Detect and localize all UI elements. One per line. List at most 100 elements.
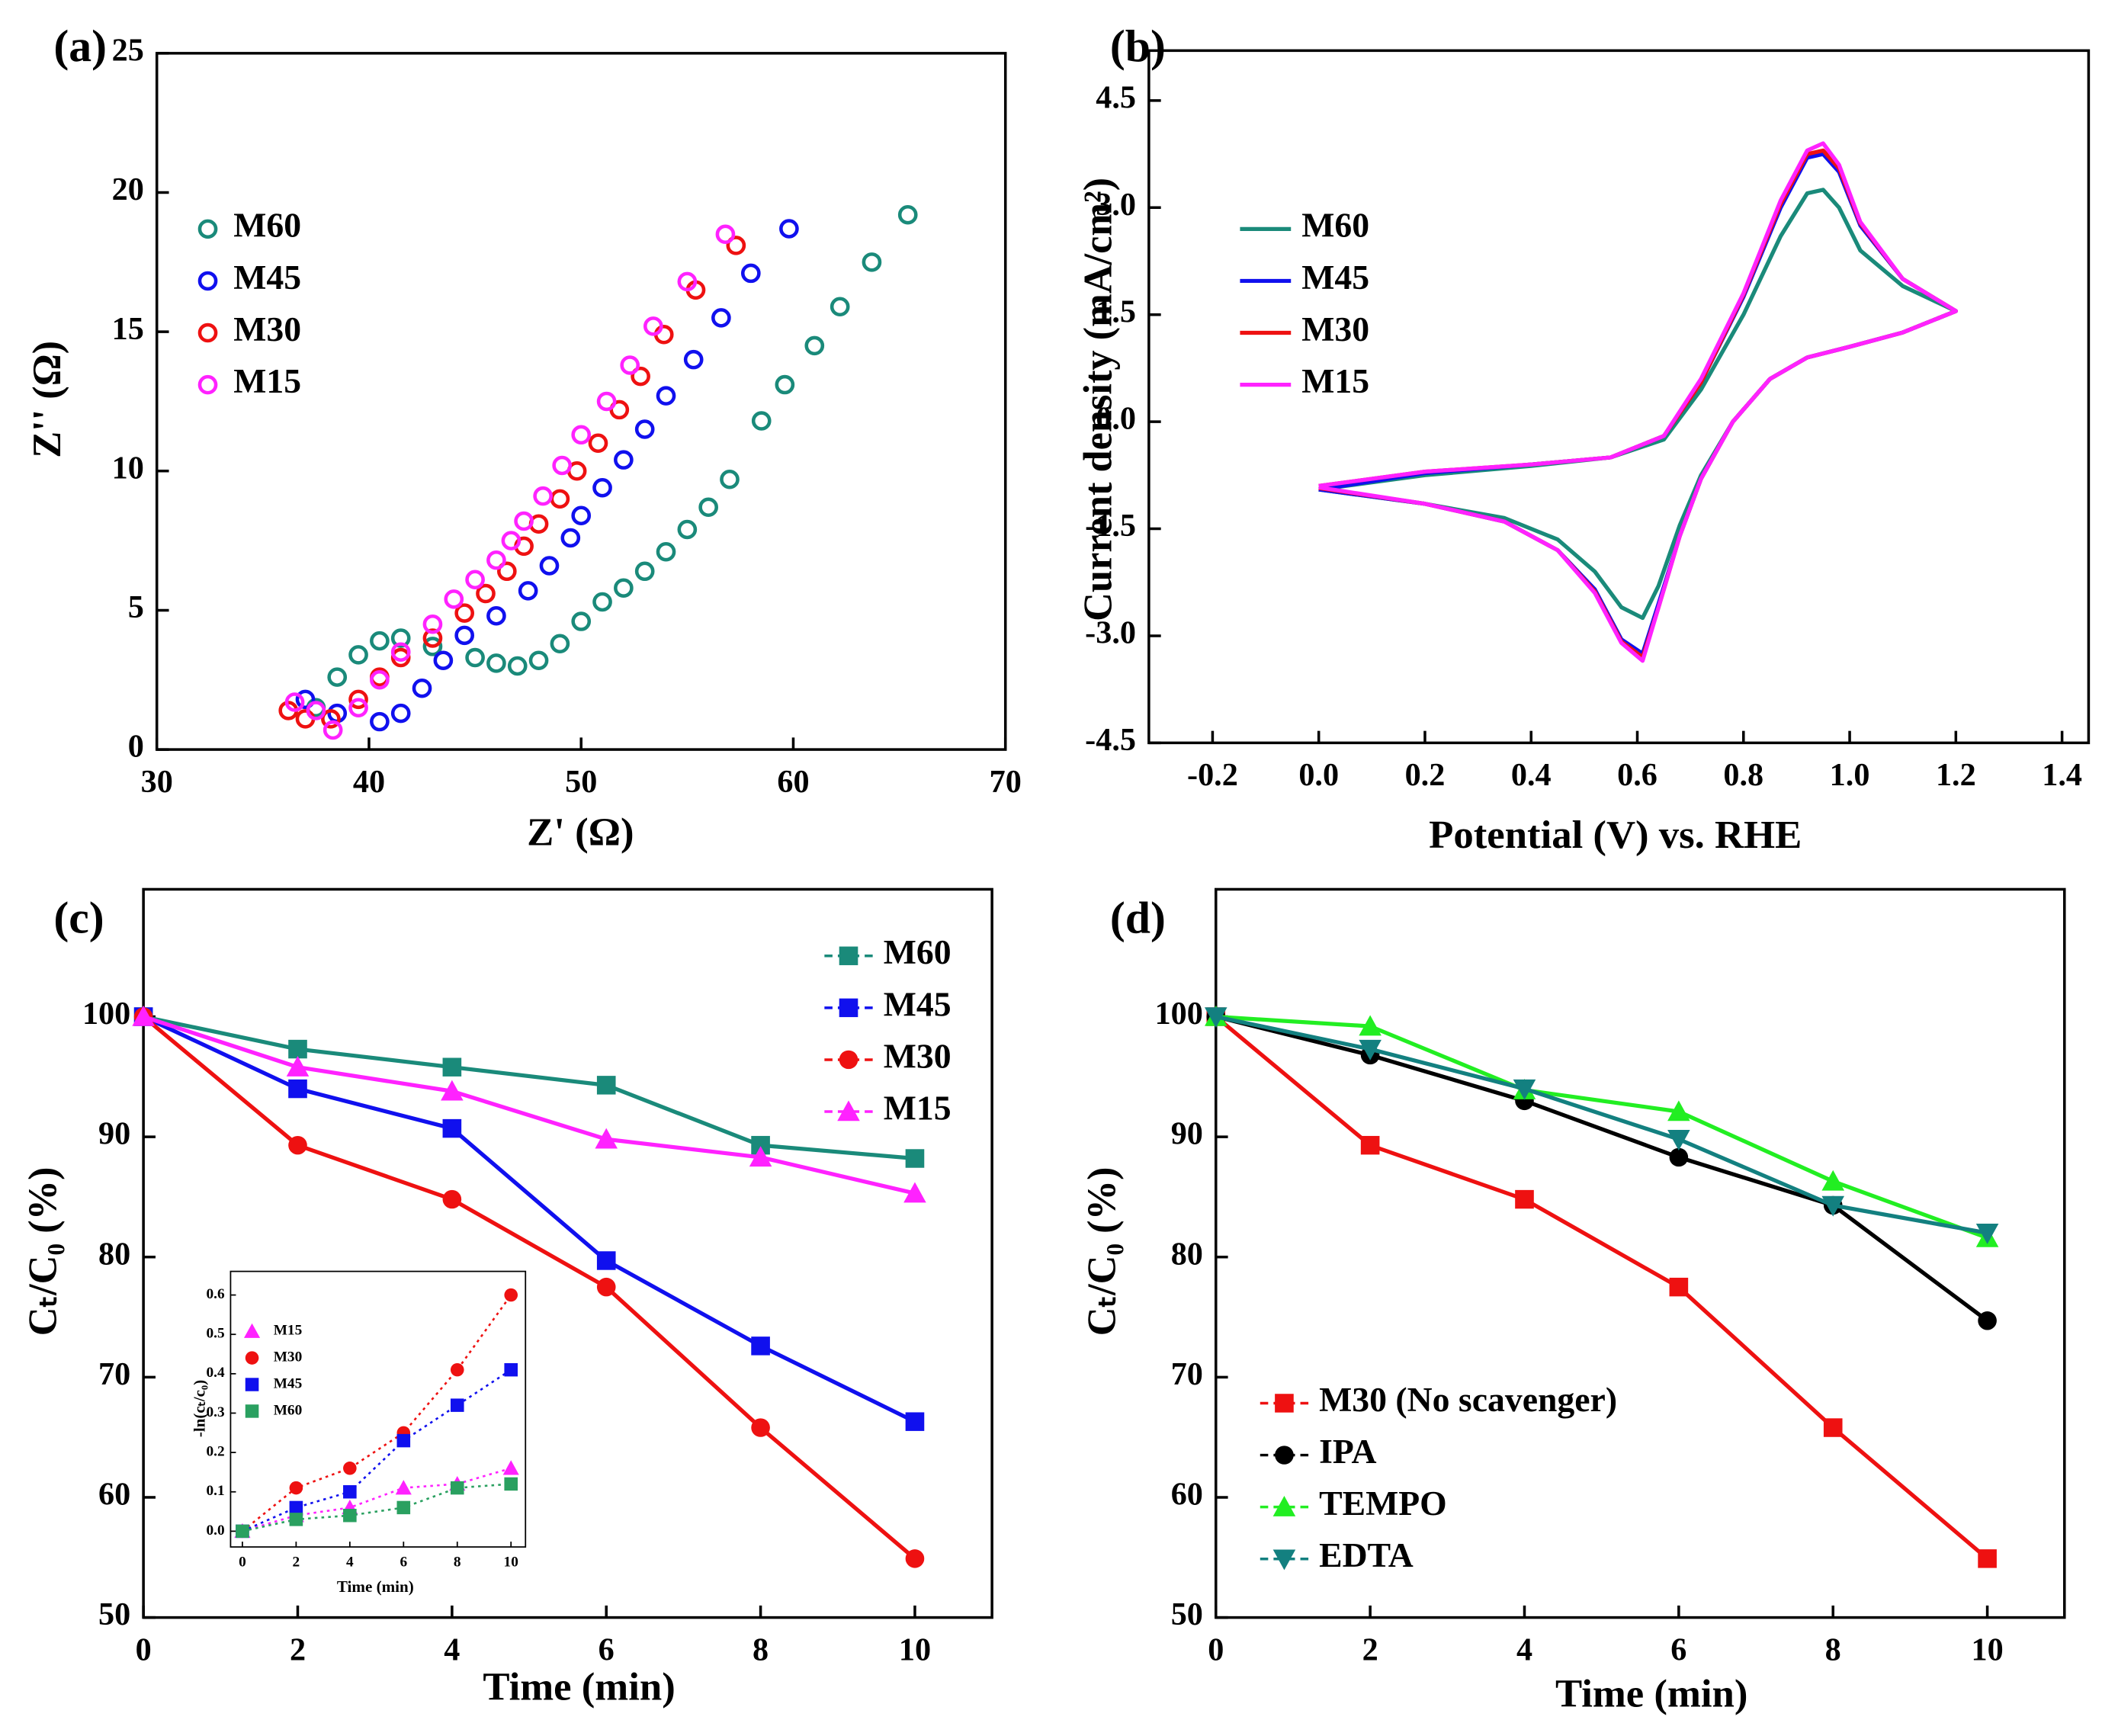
y-tick-label: 80 xyxy=(98,1237,130,1272)
marker xyxy=(370,670,390,690)
legend-marker xyxy=(245,1404,259,1418)
x-axis-label: Z' (Ω) xyxy=(527,810,634,855)
series-line xyxy=(1215,1014,1988,1240)
x-tick-label: 10 xyxy=(504,1555,518,1571)
x-tick-label: 4 xyxy=(444,1632,460,1667)
marker xyxy=(1823,1418,1843,1437)
y-axis-label: Cₜ/C₀ (%) xyxy=(21,1167,65,1336)
marker xyxy=(905,1412,925,1431)
marker xyxy=(614,450,634,470)
marker xyxy=(1275,1446,1294,1465)
legend-label: M15 xyxy=(884,1089,952,1128)
marker xyxy=(1978,1549,1997,1568)
y-tick-label: 10 xyxy=(112,451,144,486)
x-tick-label: 1.2 xyxy=(1936,758,1976,793)
marker xyxy=(288,1135,307,1155)
y-tick-label: 80 xyxy=(1171,1237,1203,1272)
marker xyxy=(751,1336,770,1356)
marker xyxy=(422,628,443,648)
panel-label: (d) xyxy=(1110,893,1166,943)
y-axis-label: -ln(cₜ/c₀) xyxy=(191,1380,209,1437)
marker xyxy=(830,297,850,317)
x-tick-label: 0.0 xyxy=(1298,758,1339,793)
marker xyxy=(327,667,348,687)
series-line xyxy=(242,1294,512,1532)
marker xyxy=(450,1362,464,1377)
y-tick-label: 0.6 xyxy=(207,1286,226,1302)
marker xyxy=(288,1039,307,1059)
y-tick-label: 70 xyxy=(98,1357,130,1392)
y-tick-label: -1.5 xyxy=(1085,509,1136,544)
marker xyxy=(504,1477,518,1491)
marker xyxy=(588,433,608,454)
marker xyxy=(677,271,698,292)
series-line xyxy=(1318,141,1958,663)
y-tick-label: 0.5 xyxy=(207,1326,225,1342)
legend-label: TEMPO xyxy=(1319,1484,1447,1523)
y-axis-label: Current density (mA/cm²) xyxy=(1076,178,1120,621)
marker xyxy=(442,1118,462,1138)
y-tick-label: 25 xyxy=(112,34,144,69)
y-tick-label: 3.0 xyxy=(1096,188,1136,223)
marker xyxy=(289,1513,303,1526)
marker xyxy=(749,1146,772,1167)
marker xyxy=(450,1398,464,1412)
marker xyxy=(1272,1495,1296,1516)
marker xyxy=(751,1418,770,1437)
series-line xyxy=(1215,1015,1989,1561)
legend-label: M45 xyxy=(884,984,952,1023)
marker xyxy=(486,606,506,626)
marker xyxy=(677,519,698,540)
marker xyxy=(715,224,736,245)
x-tick-label: 0.4 xyxy=(1511,758,1552,793)
marker xyxy=(560,528,581,548)
series-line xyxy=(143,1015,916,1424)
marker xyxy=(422,637,443,656)
marker xyxy=(306,701,326,720)
marker xyxy=(486,550,506,570)
y-tick-label: 0.3 xyxy=(207,1404,225,1420)
y-tick-label: 70 xyxy=(1171,1357,1203,1392)
legend-marker xyxy=(245,1351,259,1365)
marker xyxy=(396,1500,411,1515)
marker xyxy=(1667,1100,1690,1122)
y-tick-label: 100 xyxy=(1155,996,1203,1032)
y-tick-label: 0.0 xyxy=(1096,402,1136,437)
marker xyxy=(454,603,475,623)
marker xyxy=(1978,1311,1997,1330)
y-tick-label: 15 xyxy=(112,312,144,347)
marker xyxy=(289,1481,303,1495)
marker xyxy=(1359,1039,1382,1061)
y-tick-label: 90 xyxy=(98,1117,130,1152)
marker xyxy=(444,589,464,609)
marker xyxy=(504,1288,518,1302)
marker xyxy=(514,511,534,531)
marker xyxy=(496,561,517,582)
legend-marker xyxy=(197,219,218,239)
x-tick-label: 70 xyxy=(990,765,1022,800)
marker xyxy=(396,1433,411,1448)
legend-label: M15 xyxy=(233,361,301,400)
marker xyxy=(1669,1277,1689,1297)
marker xyxy=(343,1509,357,1523)
marker xyxy=(286,1056,310,1077)
legend-label: M45 xyxy=(233,258,301,297)
marker xyxy=(390,642,411,662)
marker xyxy=(323,720,343,740)
marker xyxy=(502,1460,519,1475)
marker xyxy=(656,386,676,406)
panel-label: (b) xyxy=(1110,21,1166,71)
marker xyxy=(839,998,858,1018)
legend-label: M45 xyxy=(1301,258,1369,297)
plot-frame xyxy=(229,1270,527,1548)
marker xyxy=(634,561,655,582)
marker xyxy=(592,477,612,498)
legend-label: EDTA xyxy=(1319,1535,1414,1574)
marker xyxy=(442,1057,462,1077)
marker xyxy=(698,497,719,518)
marker xyxy=(412,678,432,698)
marker xyxy=(592,592,612,612)
legend-label: M15 xyxy=(1301,361,1369,400)
marker xyxy=(441,1080,464,1101)
